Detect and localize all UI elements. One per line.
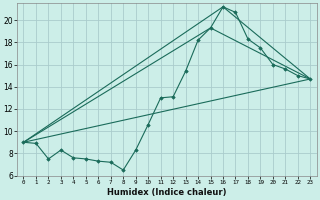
X-axis label: Humidex (Indice chaleur): Humidex (Indice chaleur) — [107, 188, 227, 197]
